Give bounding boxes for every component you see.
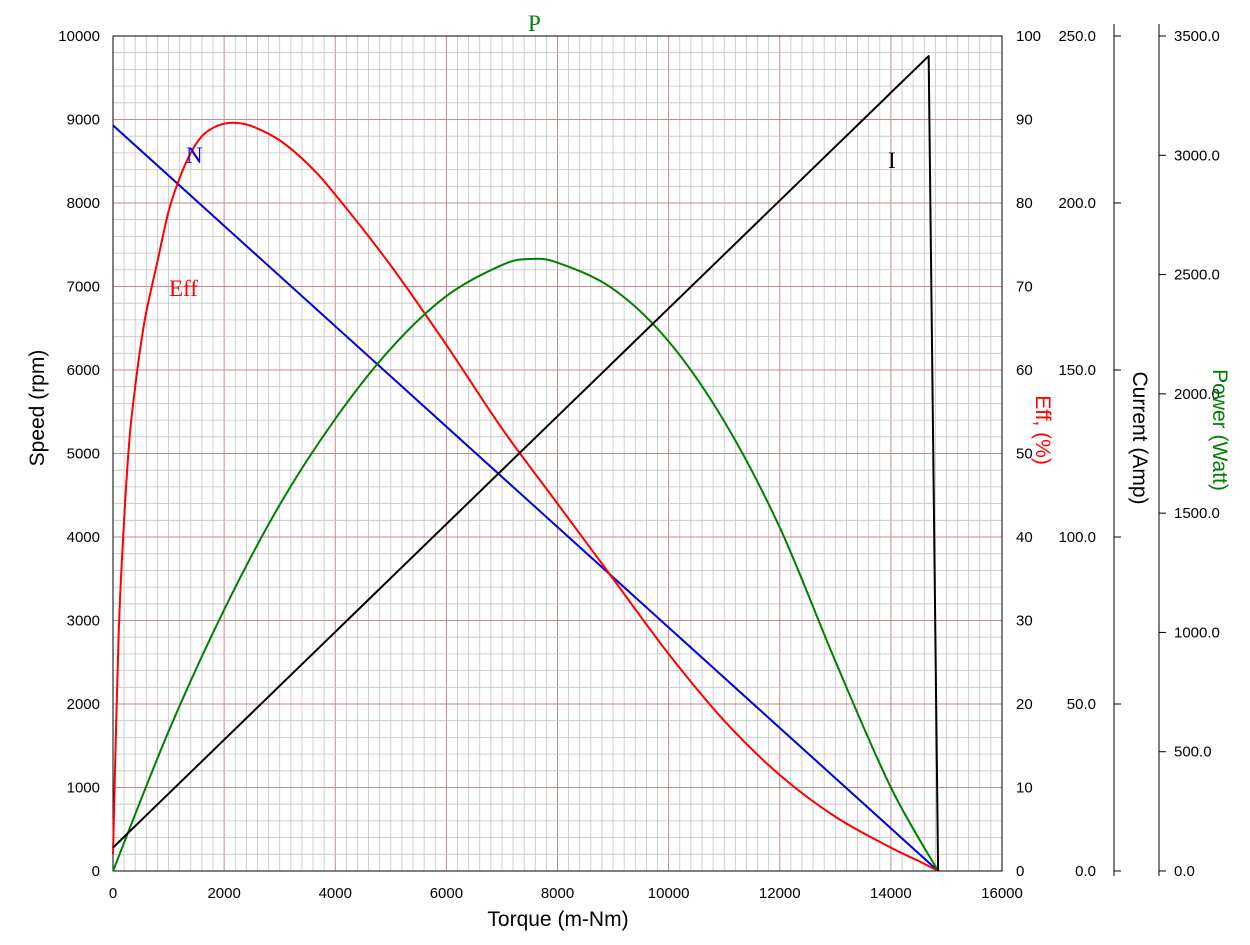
x-tick-label: 10000 bbox=[648, 885, 690, 902]
eff-tick-label: 60 bbox=[1016, 362, 1033, 379]
x-tick-label: 14000 bbox=[870, 885, 912, 902]
speed-tick-label: 7000 bbox=[67, 279, 100, 296]
speed-tick-label: 5000 bbox=[67, 446, 100, 463]
speed-tick-label: 6000 bbox=[67, 362, 100, 379]
x-tick-label: 2000 bbox=[207, 885, 240, 902]
speed-axis-title: Speed (rpm) bbox=[26, 350, 49, 467]
series-label-eff: Eff bbox=[169, 276, 198, 301]
current-tick-label: 0.0 bbox=[1075, 863, 1096, 880]
power-tick-label: 2000.0 bbox=[1174, 386, 1220, 403]
power-tick-label: 1500.0 bbox=[1174, 505, 1220, 522]
eff-axis-title: Eff, (%) bbox=[1031, 395, 1054, 465]
speed-tick-label: 8000 bbox=[67, 195, 100, 212]
eff-tick-label: 20 bbox=[1016, 696, 1033, 713]
current-tick-label: 200.0 bbox=[1058, 195, 1096, 212]
x-tick-label: 0 bbox=[109, 885, 117, 902]
x-tick-label: 6000 bbox=[430, 885, 463, 902]
eff-tick-label: 70 bbox=[1016, 279, 1033, 296]
plot-frame bbox=[112, 35, 1003, 872]
x-axis-title: Torque (m-Nm) bbox=[487, 908, 628, 931]
eff-tick-label: 90 bbox=[1016, 112, 1033, 129]
eff-tick-label: 80 bbox=[1016, 195, 1033, 212]
series-label-i: I bbox=[888, 148, 896, 173]
power-tick-label: 500.0 bbox=[1174, 744, 1212, 761]
eff-tick-label: 50 bbox=[1016, 446, 1033, 463]
series-line-n bbox=[112, 124, 939, 872]
eff-tick-label: 100 bbox=[1016, 28, 1041, 45]
speed-tick-label: 4000 bbox=[67, 529, 100, 546]
series-line-p bbox=[112, 257, 939, 872]
series-label-p: P bbox=[528, 11, 541, 36]
current-tick-label: 100.0 bbox=[1058, 529, 1096, 546]
speed-tick-label: 10000 bbox=[58, 28, 100, 45]
x-tick-label: 12000 bbox=[759, 885, 801, 902]
grid bbox=[113, 36, 1002, 871]
x-tick-label: 8000 bbox=[541, 885, 574, 902]
current-axis-title: Current (Amp) bbox=[1128, 371, 1151, 504]
speed-tick-label: 1000 bbox=[67, 780, 100, 797]
series-label-n: N bbox=[186, 143, 203, 168]
power-tick-label: 2500.0 bbox=[1174, 267, 1220, 284]
power-tick-label: 1000.0 bbox=[1174, 624, 1220, 641]
power-tick-label: 0.0 bbox=[1174, 863, 1195, 880]
series-lines bbox=[112, 55, 940, 872]
axes: 0 2000 4000 6000 8000 10000 12000 14000 16000010… bbox=[58, 24, 1220, 902]
eff-tick-label: 30 bbox=[1016, 613, 1033, 630]
eff-tick-label: 40 bbox=[1016, 529, 1033, 546]
series-line-i bbox=[112, 55, 940, 872]
eff-tick-label: 10 bbox=[1016, 780, 1033, 797]
x-tick-label: 4000 bbox=[319, 885, 352, 902]
power-tick-label: 3000.0 bbox=[1174, 147, 1220, 164]
speed-tick-label: 0 bbox=[92, 863, 100, 880]
x-tick-label: 16000 bbox=[981, 885, 1023, 902]
speed-tick-label: 9000 bbox=[67, 112, 100, 129]
power-tick-label: 3500.0 bbox=[1174, 28, 1220, 45]
power-axis-title: Power (Watt) bbox=[1208, 369, 1231, 491]
current-tick-label: 250.0 bbox=[1058, 28, 1096, 45]
speed-tick-label: 2000 bbox=[67, 696, 100, 713]
current-tick-label: 150.0 bbox=[1058, 362, 1096, 379]
speed-tick-label: 3000 bbox=[67, 613, 100, 630]
series-line-eff bbox=[112, 121, 939, 872]
current-tick-label: 50.0 bbox=[1067, 696, 1096, 713]
eff-tick-label: 0 bbox=[1016, 863, 1024, 880]
